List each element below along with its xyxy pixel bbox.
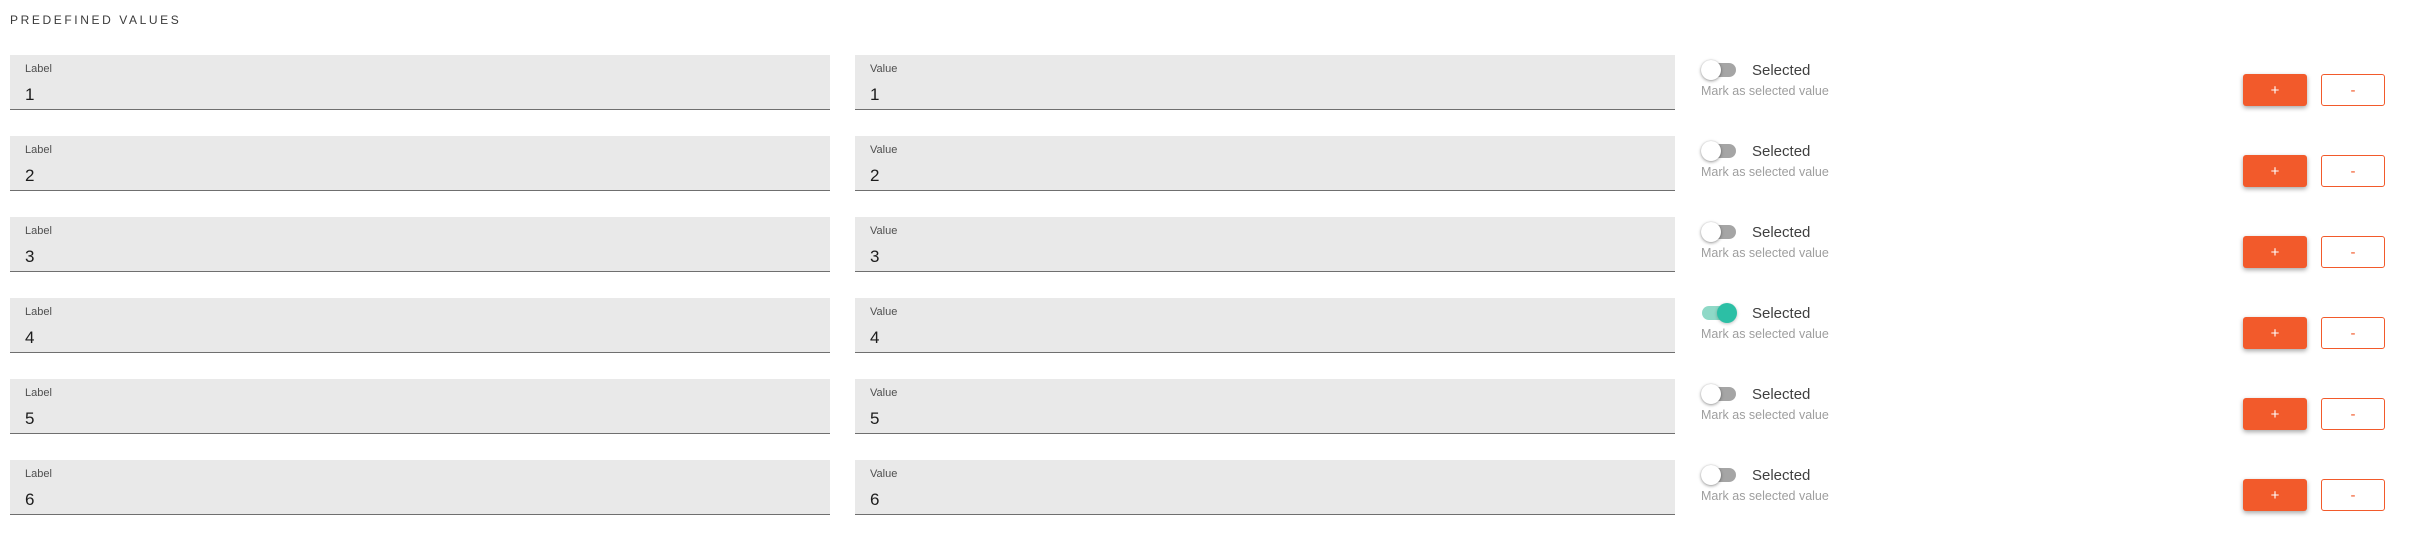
row-actions: + - — [2243, 74, 2385, 106]
label-input[interactable] — [25, 404, 815, 433]
predefined-value-row: Label Value Selected Mark as selected va… — [10, 298, 2385, 353]
add-row-button[interactable]: + — [2243, 317, 2307, 349]
label-field-label: Label — [25, 306, 52, 318]
selected-label: Selected — [1752, 142, 1811, 160]
value-field: Value — [855, 460, 1675, 515]
switch-knob-icon — [1701, 60, 1721, 80]
add-row-button[interactable]: + — [2243, 236, 2307, 268]
selected-label: Selected — [1752, 61, 1811, 79]
selected-label: Selected — [1752, 385, 1811, 403]
label-input[interactable] — [25, 485, 815, 514]
label-input[interactable] — [25, 80, 815, 109]
selected-switch[interactable] — [1701, 465, 1737, 485]
value-input[interactable] — [870, 485, 1660, 514]
row-actions: + - — [2243, 317, 2385, 349]
selected-caption: Mark as selected value — [1701, 165, 1829, 179]
value-field-label: Value — [870, 387, 898, 399]
value-input[interactable] — [870, 161, 1660, 190]
remove-row-button[interactable]: - — [2321, 155, 2385, 187]
selected-caption: Mark as selected value — [1701, 408, 1829, 422]
label-field: Label — [10, 460, 830, 515]
selected-label: Selected — [1752, 223, 1811, 241]
label-field: Label — [10, 298, 830, 353]
label-input[interactable] — [25, 323, 815, 352]
selected-toggle-block: Selected Mark as selected value — [1701, 217, 2243, 272]
selected-switch[interactable] — [1701, 303, 1737, 323]
label-field: Label — [10, 55, 830, 110]
remove-row-button[interactable]: - — [2321, 74, 2385, 106]
value-field: Value — [855, 136, 1675, 191]
value-field: Value — [855, 298, 1675, 353]
remove-row-button[interactable]: - — [2321, 236, 2385, 268]
value-field-label: Value — [870, 225, 898, 237]
row-actions: + - — [2243, 479, 2385, 511]
label-field: Label — [10, 379, 830, 434]
value-field: Value — [855, 55, 1675, 110]
selected-toggle-block: Selected Mark as selected value — [1701, 298, 2243, 353]
add-row-button[interactable]: + — [2243, 155, 2307, 187]
selected-caption: Mark as selected value — [1701, 489, 1829, 503]
selected-caption: Mark as selected value — [1701, 327, 1829, 341]
label-field-label: Label — [25, 63, 52, 75]
value-input[interactable] — [870, 323, 1660, 352]
value-field-label: Value — [870, 468, 898, 480]
value-input[interactable] — [870, 242, 1660, 271]
add-row-button[interactable]: + — [2243, 398, 2307, 430]
label-field-label: Label — [25, 468, 52, 480]
remove-row-button[interactable]: - — [2321, 398, 2385, 430]
switch-knob-icon — [1717, 303, 1737, 323]
selected-caption: Mark as selected value — [1701, 246, 1829, 260]
add-row-button[interactable]: + — [2243, 74, 2307, 106]
value-field-label: Value — [870, 144, 898, 156]
row-actions: + - — [2243, 398, 2385, 430]
remove-row-button[interactable]: - — [2321, 479, 2385, 511]
predefined-value-row: Label Value Selected Mark as selected va… — [10, 55, 2385, 110]
label-input[interactable] — [25, 161, 815, 190]
label-field-label: Label — [25, 387, 52, 399]
row-actions: + - — [2243, 155, 2385, 187]
predefined-value-row: Label Value Selected Mark as selected va… — [10, 217, 2385, 272]
selected-toggle-block: Selected Mark as selected value — [1701, 55, 2243, 110]
switch-knob-icon — [1701, 465, 1721, 485]
switch-knob-icon — [1701, 141, 1721, 161]
selected-toggle-block: Selected Mark as selected value — [1701, 379, 2243, 434]
label-field: Label — [10, 136, 830, 191]
label-field-label: Label — [25, 225, 52, 237]
switch-knob-icon — [1701, 222, 1721, 242]
section-title: PREDEFINED VALUES — [10, 13, 182, 27]
predefined-value-row: Label Value Selected Mark as selected va… — [10, 379, 2385, 434]
selected-switch[interactable] — [1701, 60, 1737, 80]
value-input[interactable] — [870, 80, 1660, 109]
selected-label: Selected — [1752, 466, 1811, 484]
predefined-values-section: PREDEFINED VALUES Label Value Selected — [10, 13, 2385, 515]
value-field: Value — [855, 379, 1675, 434]
row-actions: + - — [2243, 236, 2385, 268]
predefined-value-row: Label Value Selected Mark as selected va… — [10, 136, 2385, 191]
label-input[interactable] — [25, 242, 815, 271]
value-field-label: Value — [870, 63, 898, 75]
selected-switch[interactable] — [1701, 384, 1737, 404]
label-field-label: Label — [25, 144, 52, 156]
add-row-button[interactable]: + — [2243, 479, 2307, 511]
selected-label: Selected — [1752, 304, 1811, 322]
value-field: Value — [855, 217, 1675, 272]
selected-caption: Mark as selected value — [1701, 84, 1829, 98]
predefined-values-list: Label Value Selected Mark as selected va… — [10, 55, 2385, 515]
selected-toggle-block: Selected Mark as selected value — [1701, 136, 2243, 191]
value-field-label: Value — [870, 306, 898, 318]
selected-switch[interactable] — [1701, 141, 1737, 161]
value-input[interactable] — [870, 404, 1660, 433]
predefined-value-row: Label Value Selected Mark as selected va… — [10, 460, 2385, 515]
switch-knob-icon — [1701, 384, 1721, 404]
selected-switch[interactable] — [1701, 222, 1737, 242]
selected-toggle-block: Selected Mark as selected value — [1701, 460, 2243, 515]
remove-row-button[interactable]: - — [2321, 317, 2385, 349]
label-field: Label — [10, 217, 830, 272]
